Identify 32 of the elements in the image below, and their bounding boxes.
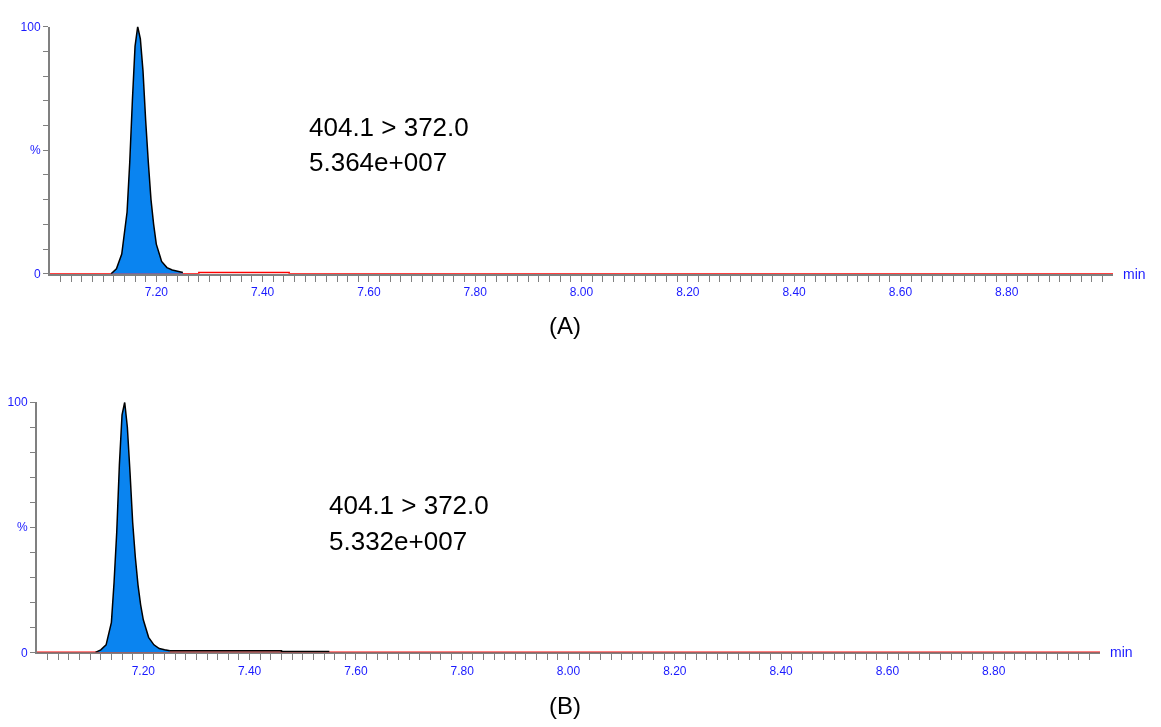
- x-tick-label: 7.40: [237, 663, 262, 678]
- y-tick-label: 100: [20, 19, 41, 34]
- x-tick-label: 8.80: [995, 285, 1019, 300]
- y-tick-label: 0: [33, 266, 41, 281]
- x-tick-label: 8.60: [875, 663, 900, 678]
- y-tick-label: %: [16, 520, 28, 535]
- x-tick-label: 8.60: [888, 285, 913, 300]
- text: (A): [549, 312, 581, 339]
- x-tick-label: 7.60: [357, 285, 381, 300]
- annotation: 5.364e+007: [309, 147, 448, 177]
- x-tick-label: 7.20: [131, 663, 156, 678]
- x-tick-label: 8.00: [556, 663, 581, 678]
- y-tick-label: 0: [20, 645, 28, 660]
- x-tick-label: 8.20: [663, 663, 687, 678]
- x-tick-label: 8.40: [769, 663, 794, 678]
- y-tick-label: %: [29, 143, 41, 158]
- text: (B): [549, 692, 581, 719]
- y-tick-label: 100: [7, 395, 28, 410]
- x-tick-label: 8.80: [982, 663, 1006, 678]
- x-tick-label: 8.20: [676, 285, 700, 300]
- x-tick-label: 7.80: [463, 285, 488, 300]
- x-axis-title: min: [1110, 644, 1133, 660]
- x-tick-label: 7.80: [450, 663, 475, 678]
- x-tick-label: 7.20: [144, 285, 169, 300]
- annotation: 404.1 > 372.0: [329, 490, 489, 520]
- x-tick-label: 7.40: [250, 285, 275, 300]
- annotation: 404.1 > 372.0: [309, 112, 469, 142]
- x-tick-label: 7.60: [344, 663, 368, 678]
- x-tick-label: 8.40: [782, 285, 807, 300]
- annotation: 5.332e+007: [329, 526, 468, 556]
- x-axis-title: min: [1123, 266, 1146, 282]
- x-tick-label: 8.00: [569, 285, 594, 300]
